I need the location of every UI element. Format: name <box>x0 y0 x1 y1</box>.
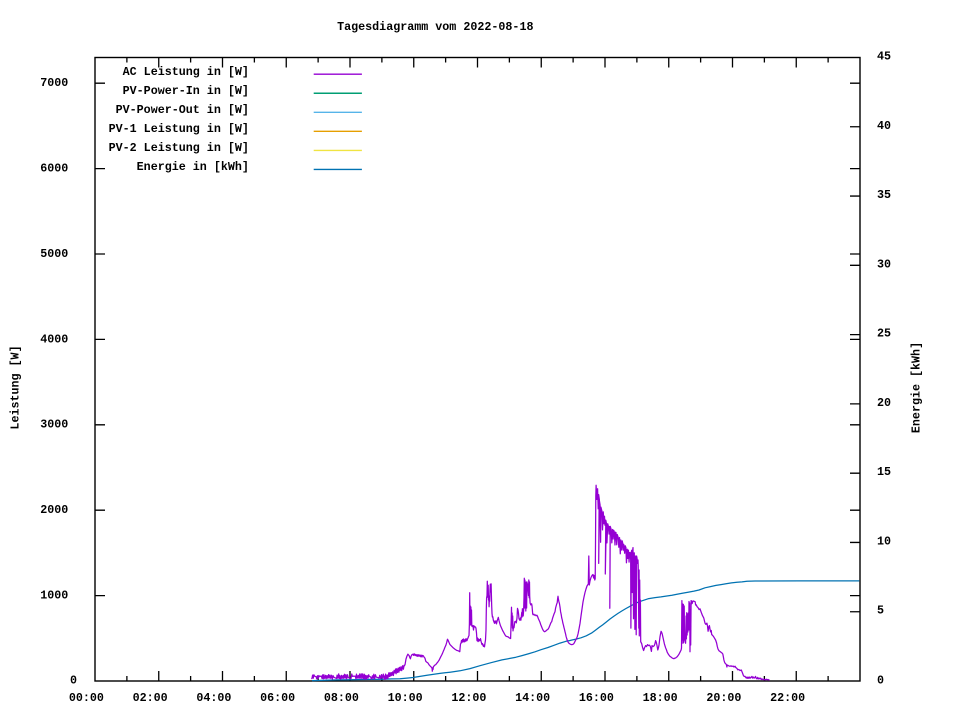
svg-text:30: 30 <box>877 257 891 271</box>
svg-text:Energie in [kWh]: Energie in [kWh] <box>137 160 249 174</box>
svg-text:Tagesdiagramm vom 2022-08-18: Tagesdiagramm vom 2022-08-18 <box>337 20 533 34</box>
svg-text:0: 0 <box>70 673 77 687</box>
svg-text:08:00: 08:00 <box>324 691 359 705</box>
svg-text:PV-Power-Out in [W]: PV-Power-Out in [W] <box>116 103 249 117</box>
svg-text:06:00: 06:00 <box>260 691 295 705</box>
svg-text:45: 45 <box>877 49 891 63</box>
svg-text:7000: 7000 <box>40 76 68 90</box>
svg-text:18:00: 18:00 <box>643 691 678 705</box>
svg-text:12:00: 12:00 <box>451 691 486 705</box>
svg-text:20: 20 <box>877 396 891 410</box>
svg-text:04:00: 04:00 <box>196 691 231 705</box>
svg-text:PV-2 Leistung in [W]: PV-2 Leistung in [W] <box>109 141 249 155</box>
svg-text:4000: 4000 <box>40 332 68 346</box>
svg-text:02:00: 02:00 <box>133 691 168 705</box>
svg-text:1000: 1000 <box>40 589 68 603</box>
svg-text:2000: 2000 <box>40 503 68 517</box>
svg-text:14:00: 14:00 <box>515 691 550 705</box>
svg-text:PV-1 Leistung in [W]: PV-1 Leistung in [W] <box>109 122 249 136</box>
svg-text:5: 5 <box>877 604 884 618</box>
svg-text:3000: 3000 <box>40 418 68 432</box>
svg-text:AC Leistung in [W]: AC Leistung in [W] <box>123 65 249 79</box>
svg-text:0: 0 <box>877 673 884 687</box>
svg-text:10: 10 <box>877 534 891 548</box>
svg-text:35: 35 <box>877 188 891 202</box>
svg-text:20:00: 20:00 <box>706 691 741 705</box>
svg-text:16:00: 16:00 <box>579 691 614 705</box>
svg-text:5000: 5000 <box>40 247 68 261</box>
svg-text:25: 25 <box>877 327 891 341</box>
svg-text:40: 40 <box>877 119 891 133</box>
svg-text:15: 15 <box>877 465 891 479</box>
svg-text:6000: 6000 <box>40 162 68 176</box>
svg-text:10:00: 10:00 <box>388 691 423 705</box>
svg-text:00:00: 00:00 <box>69 691 104 705</box>
svg-text:Energie [kWh]: Energie [kWh] <box>910 342 924 433</box>
svg-text:PV-Power-In in [W]: PV-Power-In in [W] <box>123 84 249 98</box>
svg-text:Leistung [W]: Leistung [W] <box>9 345 23 429</box>
svg-text:22:00: 22:00 <box>770 691 805 705</box>
